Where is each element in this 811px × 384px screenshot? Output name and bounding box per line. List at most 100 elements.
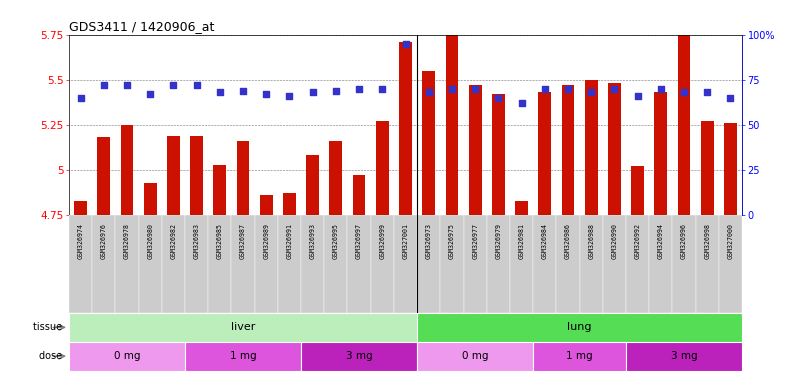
Bar xyxy=(678,20,690,215)
Point xyxy=(213,89,226,95)
Text: GSM326987: GSM326987 xyxy=(240,223,246,259)
Bar xyxy=(399,42,412,215)
Bar xyxy=(440,215,464,313)
Bar xyxy=(701,121,714,215)
Bar xyxy=(191,136,203,215)
Point xyxy=(561,86,574,92)
Text: GSM326976: GSM326976 xyxy=(101,223,107,259)
Bar xyxy=(672,215,696,313)
Point xyxy=(283,93,296,99)
Bar xyxy=(92,215,115,313)
Bar xyxy=(533,342,626,371)
Bar xyxy=(417,313,742,342)
Bar xyxy=(510,215,533,313)
Bar xyxy=(161,215,185,313)
Bar xyxy=(556,215,580,313)
Bar xyxy=(561,85,574,215)
Bar xyxy=(445,20,458,215)
Bar xyxy=(307,156,319,215)
Text: GDS3411 / 1420906_at: GDS3411 / 1420906_at xyxy=(69,20,214,33)
Text: liver: liver xyxy=(231,322,255,333)
Bar xyxy=(603,215,626,313)
Bar xyxy=(515,200,528,215)
Text: GSM326986: GSM326986 xyxy=(565,223,571,259)
Text: GSM326981: GSM326981 xyxy=(518,223,525,259)
Text: GSM326998: GSM326998 xyxy=(704,223,710,259)
Bar xyxy=(329,141,342,215)
Text: GSM326975: GSM326975 xyxy=(449,223,455,259)
Point xyxy=(237,88,250,94)
Text: GSM326997: GSM326997 xyxy=(356,223,362,259)
Bar xyxy=(97,137,110,215)
Bar xyxy=(487,215,510,313)
Bar xyxy=(417,342,533,371)
Text: lung: lung xyxy=(568,322,592,333)
Bar xyxy=(301,215,324,313)
Bar xyxy=(74,200,87,215)
Point xyxy=(144,91,157,97)
Point xyxy=(585,89,598,95)
Bar xyxy=(654,92,667,215)
Point xyxy=(445,86,458,92)
Bar xyxy=(626,215,650,313)
Bar xyxy=(324,215,347,313)
Point xyxy=(469,86,482,92)
Point xyxy=(701,89,714,95)
Bar xyxy=(231,215,255,313)
Point xyxy=(654,86,667,92)
Point xyxy=(608,86,621,92)
Bar xyxy=(69,313,417,342)
Point xyxy=(260,91,272,97)
Text: dose: dose xyxy=(39,351,65,361)
Point xyxy=(515,100,528,106)
Point xyxy=(353,86,366,92)
Bar xyxy=(631,166,644,215)
Point xyxy=(423,89,436,95)
Bar xyxy=(394,215,417,313)
Point xyxy=(539,86,551,92)
Text: GSM326984: GSM326984 xyxy=(542,223,547,259)
Bar xyxy=(464,215,487,313)
Bar xyxy=(724,123,737,215)
Text: GSM327001: GSM327001 xyxy=(402,223,409,259)
Bar xyxy=(650,215,672,313)
Point xyxy=(399,40,412,46)
Bar xyxy=(301,342,417,371)
Text: 3 mg: 3 mg xyxy=(345,351,372,361)
Point xyxy=(375,86,388,92)
Text: 0 mg: 0 mg xyxy=(462,351,488,361)
Bar xyxy=(255,215,278,313)
Bar xyxy=(278,215,301,313)
Bar xyxy=(213,164,226,215)
Text: 3 mg: 3 mg xyxy=(671,351,697,361)
Text: GSM326990: GSM326990 xyxy=(611,223,617,259)
Bar xyxy=(69,342,185,371)
Bar xyxy=(696,215,719,313)
Bar xyxy=(185,342,301,371)
Text: GSM326988: GSM326988 xyxy=(588,223,594,259)
Text: 1 mg: 1 mg xyxy=(566,351,593,361)
Bar xyxy=(139,215,161,313)
Bar xyxy=(115,215,139,313)
Text: GSM326991: GSM326991 xyxy=(286,223,293,259)
Point xyxy=(167,82,180,88)
Bar xyxy=(260,195,272,215)
Bar xyxy=(353,175,366,215)
Text: GSM327000: GSM327000 xyxy=(727,223,733,259)
Bar xyxy=(237,141,250,215)
Point xyxy=(74,94,87,101)
Bar xyxy=(69,215,92,313)
Bar xyxy=(121,125,133,215)
Bar xyxy=(417,215,440,313)
Text: GSM326989: GSM326989 xyxy=(264,223,269,259)
Text: GSM326995: GSM326995 xyxy=(333,223,339,259)
Text: GSM326973: GSM326973 xyxy=(426,223,431,259)
Point xyxy=(677,89,690,95)
Text: GSM326993: GSM326993 xyxy=(310,223,315,259)
Point xyxy=(307,89,320,95)
Text: 0 mg: 0 mg xyxy=(114,351,140,361)
Bar xyxy=(376,121,388,215)
Bar xyxy=(185,215,208,313)
Bar xyxy=(585,80,598,215)
Text: GSM326977: GSM326977 xyxy=(472,223,478,259)
